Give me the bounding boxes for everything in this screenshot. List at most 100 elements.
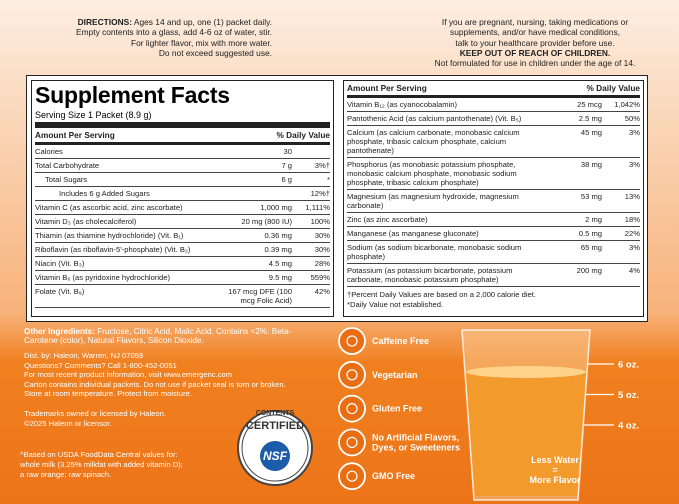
facts-row: Calories 30 [35,143,330,159]
directions-line: Empty contents into a glass, add 4-6 oz … [76,27,272,38]
nutrient-dv: 12%† [298,186,330,201]
nutrient-name: Thiamin (as thiamine hydrochloride) (Vit… [35,228,220,243]
feature-label: No Artificial Flavors, Dyes, or Sweetener… [372,432,460,452]
facts-left: Supplement Facts Serving Size 1 Packet (… [31,80,334,317]
facts-row: Total Sugars 6 g * [35,172,330,187]
nutrient-amount: 25 mcg [530,96,608,112]
directions-line: Do not exceed suggested use. [158,47,272,58]
nutrient-name: Sodium (as sodium bicarbonate, monobasic… [347,240,530,264]
footnote: *Daily Value not established. [347,299,444,309]
trademarks: Trademarks owned or licensed by Haleon. … [24,409,166,428]
trademark-line: ©2025 Haleon or licensor. [24,418,112,428]
nsf-badge: CONTENTS CERTIFIED NSF [237,410,313,486]
feature-icon-inner [346,335,358,347]
nutrient-dv: 3% [608,240,640,264]
footnotes: †Percent Daily Values are based on a 2,0… [347,290,640,309]
warning-bold: KEEP OUT OF REACH OF CHILDREN. [459,47,611,58]
nutrient-dv: 100% [298,214,330,229]
feature-label-part: Dyes, or Sweeteners [372,442,460,452]
facts-row: Pantothenic Acid (as calcium pantothenat… [347,111,640,126]
serving-size: Serving Size 1 Packet (8.9 g) [35,109,330,128]
nutrient-name: Calcium (as calcium carbonate, monobasic… [347,125,530,158]
nutrient-name: Phosphorus (as monobasic potassium phosp… [347,157,530,190]
facts-row: Thiamin (as thiamine hydrochloride) (Vit… [35,228,330,243]
facts-row: Vitamin B₆ (as pyridoxine hydrochloride)… [35,270,330,285]
nutrient-amount: 2 mg [530,212,608,227]
facts-row: Zinc (as zinc ascorbate) 2 mg 18% [347,212,640,227]
feature-icon [338,360,366,389]
nutrient-dv: 3% [608,125,640,158]
ingredients-text: Fructose, Citric Acid, Malic Acid. Conta… [24,327,292,346]
nutrient-amount: 1,000 mg [220,200,298,215]
nutrient-dv: 30% [298,242,330,257]
warning-line: talk to your healthcare provider before … [455,37,615,48]
nutrient-amount: 0.36 mg [220,228,298,243]
facts-row: Vitamin C (as ascorbic acid, zinc ascorb… [35,200,330,215]
nutrient-name: Total Carbohydrate [35,158,220,173]
nutrient-name: Vitamin C (as ascorbic acid, zinc ascorb… [35,200,220,215]
info-line: Dist. by: Haleon, Warren, NJ 07059 [24,351,144,360]
facts-row: Phosphorus (as monobasic potassium phosp… [347,157,640,190]
level-label: 6 oz. [618,360,639,371]
ingredients: Other Ingredients: Fructose, Citric Acid… [24,327,314,346]
slogan: = [552,465,557,475]
warnings: If you are pregnant, nursing, taking med… [400,17,670,68]
directions: DIRECTIONS: Ages 14 and up, one (1) pack… [20,17,272,58]
nutrient-dv: 3% [608,157,640,190]
badge-top: CONTENTS [256,410,295,417]
nutrient-amount: 9.5 mg [220,270,298,285]
feature-icon [338,327,366,355]
nutrient-name: Includes 6 g Added Sugars [35,186,220,201]
warning-line: supplements, and/or have medical conditi… [450,27,620,38]
directions-line: Ages 14 and up, one (1) packet daily. [133,17,272,27]
facts-row: Includes 6 g Added Sugars 12%† [35,186,330,201]
nutrient-name: Vitamin B₁₂ (as cyanocobalamin) [347,96,530,112]
usda-line: ^Based on USDA FoodData Central values f… [20,450,178,459]
facts-row: Magnesium (as magnesium hydroxide, magne… [347,189,640,213]
facts-row: Calcium (as calcium carbonate, monobasic… [347,125,640,158]
nutrient-name: Magnesium (as magnesium hydroxide, magne… [347,189,530,213]
nutrient-dv: 4% [608,263,640,287]
feature-label: Gluten Free [372,404,422,414]
feature-icon-inner [346,369,358,381]
warning-line: Not formulated for use in children under… [434,58,636,69]
nutrient-dv: 22% [608,226,640,241]
nutrient-amount: 167 mcg DFE (100 mcg Folic Acid) [220,284,298,308]
nutrient-name: Potassium (as potassium bicarbonate, pot… [347,263,530,287]
nutrient-dv: 559% [298,270,330,285]
feature-icon-inner [346,436,358,448]
nutrient-amount: 30 [220,143,298,159]
level-label: 5 oz. [618,390,639,401]
feature-icon [338,394,366,423]
feature-label: Vegetarian [372,370,418,380]
usda-note: ^Based on USDA FoodData Central values f… [20,450,183,480]
facts-row: Riboflavin (as riboflavin-5'-phosphate) … [35,242,330,257]
nutrient-name: Vitamin B₆ (as pyridoxine hydrochloride) [35,270,220,285]
nutrient-amount: 200 mg [530,263,608,287]
footnote: †Percent Daily Values are based on a 2,0… [347,290,536,299]
header-amount: Amount Per Serving [347,81,530,98]
nutrient-amount: 2.5 mg [530,111,608,126]
feature-label-part: No Artificial Flavors, [372,432,459,442]
nutrient-amount: 38 mg [530,157,608,190]
level-label: 4 oz. [618,421,639,432]
nutrient-amount [220,186,298,201]
facts-row: Folate (Vit. B₉) 167 mcg DFE (100 mcg Fol… [35,284,330,308]
facts-title: Supplement Facts [35,82,230,108]
feature-label: Caffeine Free [372,336,429,346]
nutrient-amount: 0.5 mg [530,226,608,241]
nutrient-name: Calories [35,143,220,159]
nutrient-amount: 20 mg (800 IU) [220,214,298,229]
facts-table: Amount Per Serving% Daily Value Calories 3… [35,128,330,308]
nutrient-name: Niacin (Vit. B₃) [35,256,220,271]
facts-row: Manganese (as manganese gluconate) 0.5 mg… [347,226,640,241]
nutrient-amount: 45 mg [530,125,608,158]
nutrient-dv: * [298,172,330,187]
glass: Less Water = More Flavor 6 oz. 5 oz. 4 oz. [461,329,639,501]
facts-row: Potassium (as potassium bicarbonate, pot… [347,263,640,287]
nutrient-name: Vitamin D₃ (as cholecalciferol) [35,214,220,229]
info-line: For most recent product information, vis… [24,370,233,380]
header-dv: % Daily Value [530,81,640,98]
warning-line: If you are pregnant, nursing, taking med… [441,17,629,27]
